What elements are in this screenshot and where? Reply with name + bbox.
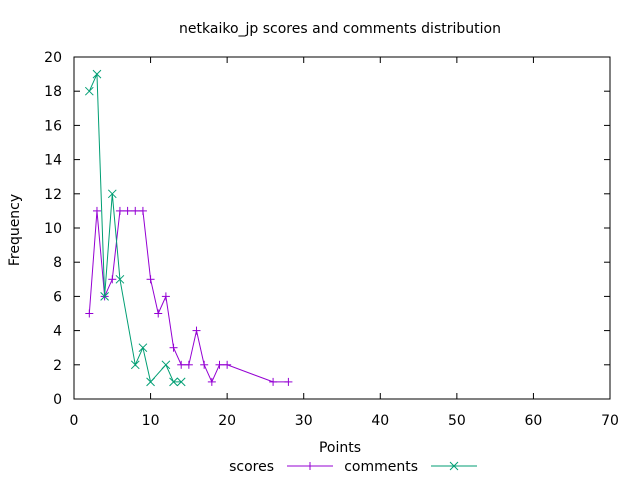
- x-axis-label: Points: [319, 440, 361, 456]
- data-point-scores: [115, 206, 124, 215]
- data-point-scores: [85, 309, 94, 318]
- y-axis-label: Frequency: [7, 194, 23, 266]
- series-comments: [84, 69, 186, 387]
- data-point-comments: [107, 189, 117, 199]
- y-tick-label: 12: [44, 187, 62, 203]
- x-tick-label: 10: [142, 413, 160, 429]
- data-point-comments: [100, 292, 109, 301]
- data-point-comments: [169, 377, 178, 387]
- data-point-scores: [284, 377, 293, 386]
- series-scores: [85, 206, 293, 386]
- data-point-scores: [192, 326, 201, 335]
- plot-frame: [73, 56, 611, 400]
- data-point-comments: [115, 274, 125, 284]
- x-tick-label: 50: [448, 413, 466, 429]
- y-tick-label: 20: [44, 50, 62, 66]
- data-point-scores: [123, 206, 132, 215]
- y-tick-label: 2: [53, 358, 62, 374]
- data-point-scores: [269, 377, 278, 386]
- data-point-comments: [146, 377, 155, 387]
- data-point-comments: [92, 69, 102, 79]
- y-tick-label: 10: [44, 221, 62, 237]
- y-tick-label: 4: [53, 324, 62, 340]
- data-point-scores: [200, 360, 209, 369]
- data-point-scores: [177, 360, 186, 369]
- data-point-comments: [138, 343, 148, 353]
- data-point-scores: [138, 206, 147, 215]
- chart-title: netkaiko_jp scores and comments distribu…: [179, 21, 501, 37]
- data-point-scores: [169, 343, 178, 352]
- data-point-scores: [215, 360, 224, 369]
- data-point-scores: [184, 360, 193, 369]
- y-axis: 0 2 4 6 8 10 12 14 16 18 20: [44, 50, 610, 408]
- y-tick-label: 0: [53, 392, 62, 408]
- x-tick-label: 0: [70, 413, 79, 429]
- data-point-scores: [131, 206, 140, 215]
- y-tick-label: 8: [53, 255, 62, 271]
- data-point-scores: [108, 275, 117, 284]
- legend-label-scores: scores: [229, 459, 274, 475]
- legend-marker-comments: [449, 461, 459, 471]
- y-tick-label: 16: [44, 118, 62, 134]
- series-line-comments: [88, 73, 182, 383]
- y-tick-label: 6: [53, 289, 62, 305]
- x-tick-label: 40: [371, 413, 389, 429]
- legend-marker-scores: [306, 462, 314, 470]
- data-point-scores: [92, 206, 101, 215]
- series-line-scores: [88, 210, 289, 384]
- data-point-scores: [223, 360, 232, 369]
- data-point-comments: [176, 377, 186, 387]
- x-tick-label: 30: [295, 413, 313, 429]
- legend: scores comments: [229, 459, 477, 475]
- y-tick-label: 18: [44, 84, 62, 100]
- x-tick-label: 70: [601, 413, 619, 429]
- data-point-scores: [146, 275, 155, 284]
- plot-area: [84, 69, 293, 387]
- legend-label-comments: comments: [344, 459, 418, 475]
- data-point-comments: [130, 360, 140, 370]
- data-point-scores: [207, 377, 216, 386]
- x-axis: 0 10 20 30 40 50 60 70: [70, 57, 619, 429]
- data-point-comments: [84, 86, 94, 96]
- y-tick-label: 14: [44, 153, 62, 169]
- data-point-scores: [161, 292, 170, 301]
- data-point-scores: [154, 309, 163, 318]
- data-point-comments: [161, 360, 171, 370]
- x-tick-label: 20: [218, 413, 236, 429]
- x-tick-label: 60: [525, 413, 543, 429]
